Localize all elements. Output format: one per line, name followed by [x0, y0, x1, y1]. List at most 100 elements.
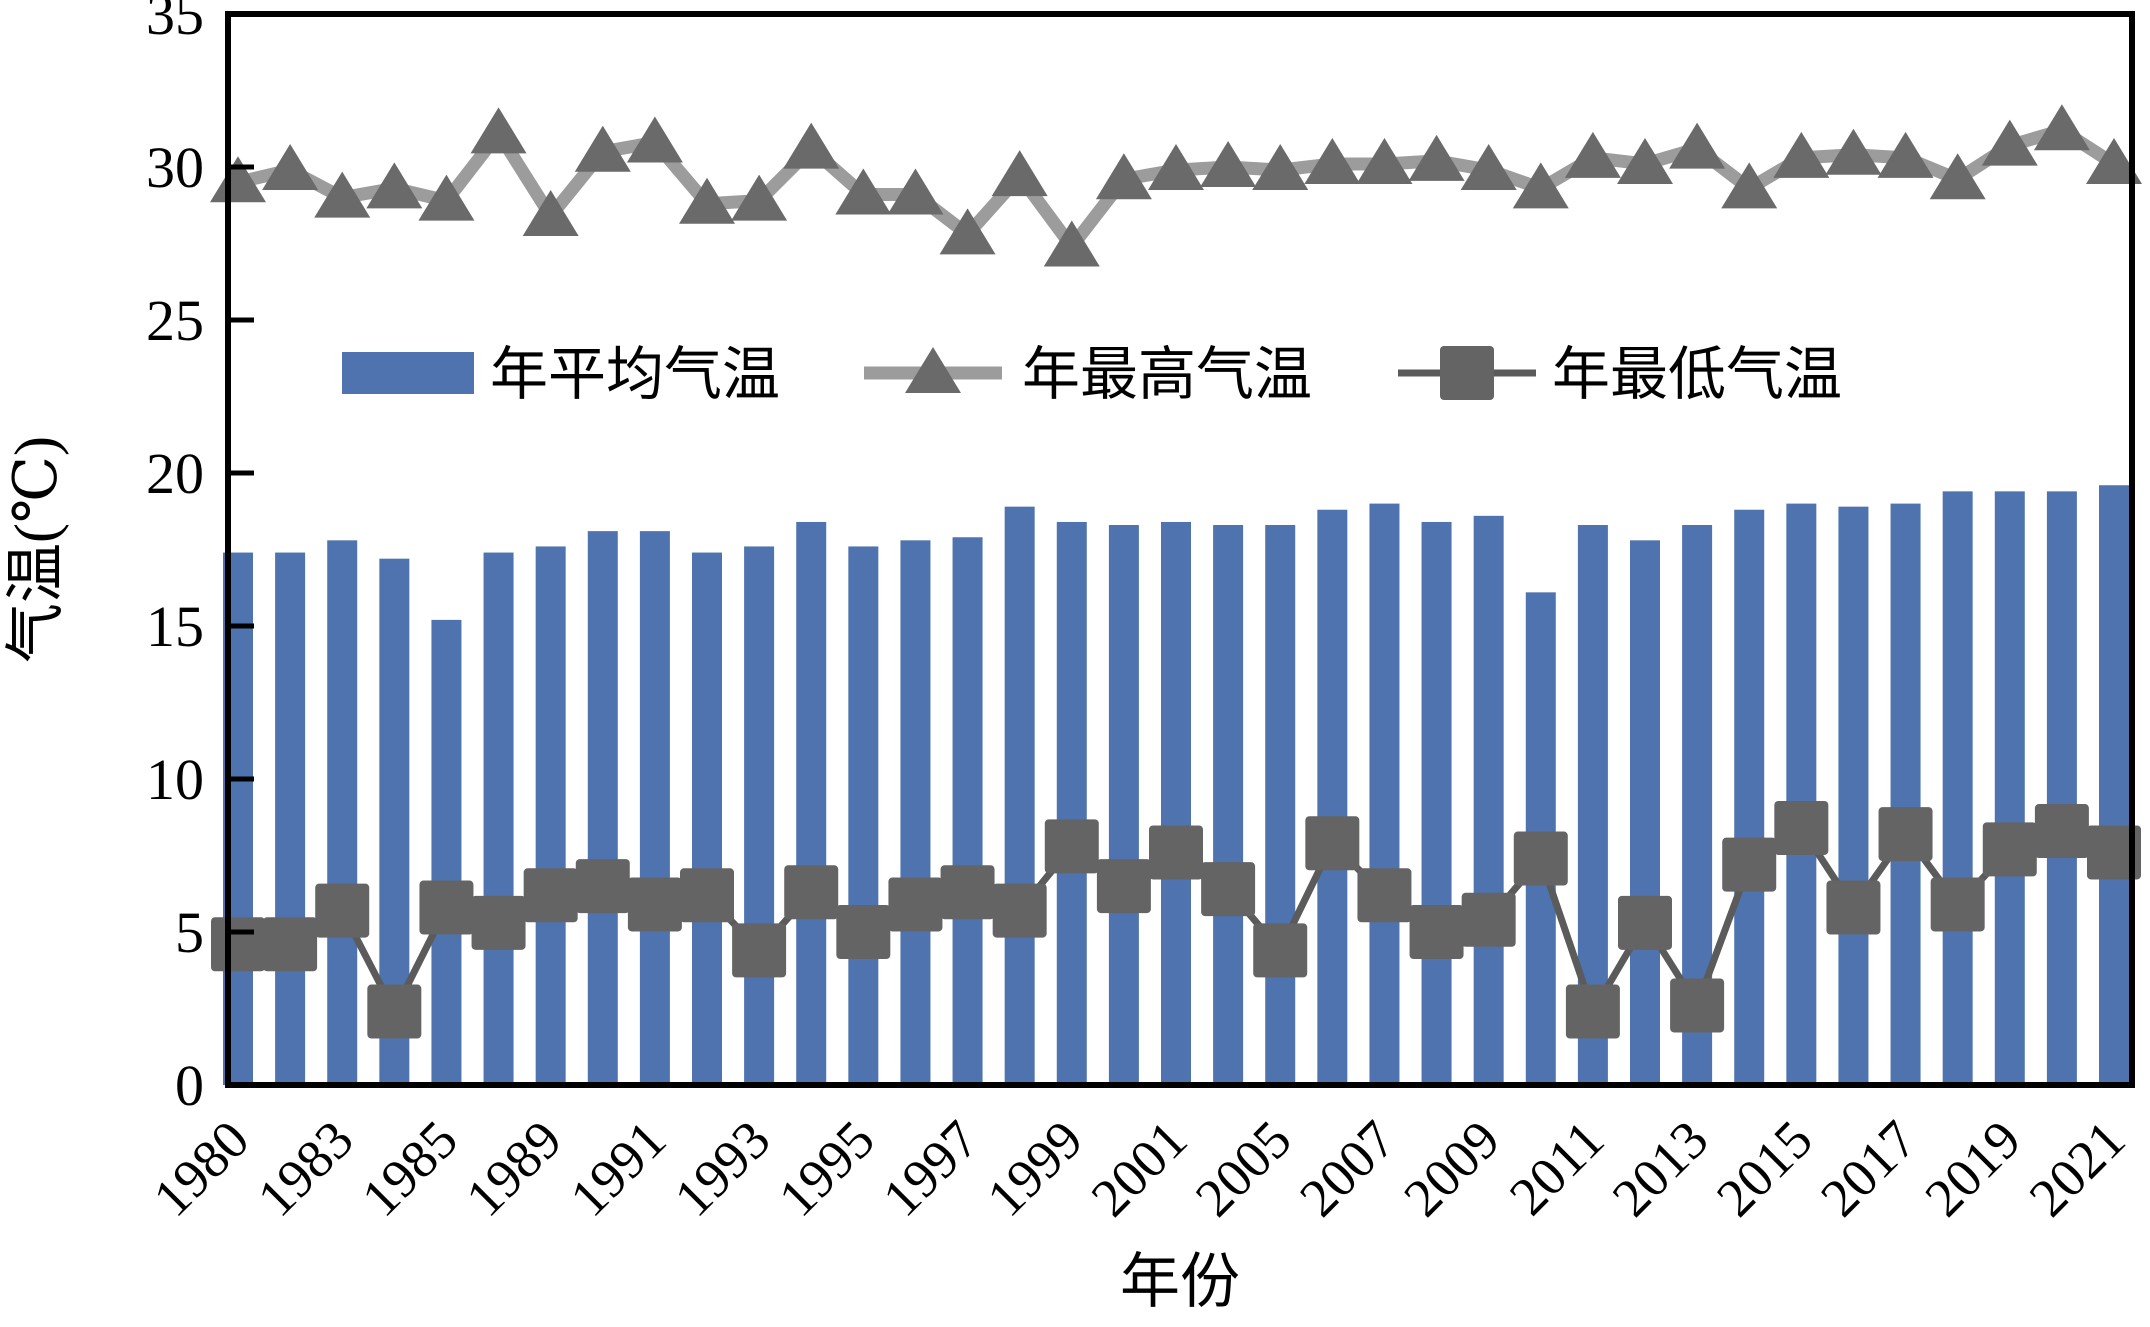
y-tick-label-25: 25 [146, 288, 204, 353]
max-marker-1994 [783, 122, 840, 169]
min-marker-2015 [1774, 800, 1829, 855]
bar-2005 [1265, 525, 1296, 1085]
min-marker-1993 [732, 923, 787, 978]
bar-2017 [1890, 503, 1921, 1086]
bar-1996 [900, 540, 931, 1085]
min-marker-1998 [992, 883, 1047, 938]
bar-2000 [1108, 525, 1139, 1085]
legend-label-average: 年平均气温 [490, 342, 780, 407]
min-marker-1997 [940, 865, 995, 920]
min-marker-1996 [888, 877, 943, 932]
max-marker-2019 [1981, 119, 2038, 166]
max-marker-2018 [1929, 153, 1986, 200]
min-marker-2012 [1618, 895, 1672, 950]
bar-2003 [1213, 525, 1244, 1085]
min-marker-2017 [1878, 807, 1933, 862]
y-tick-label-15: 15 [146, 594, 204, 659]
bar-1999 [1056, 521, 1087, 1085]
y-tick-label-20: 20 [146, 441, 204, 506]
legend: 年平均气温 年最高气温 年最低气温 [342, 342, 1842, 407]
max-marker-1983 [314, 171, 371, 218]
max-marker-1998 [991, 150, 1048, 197]
bar-2006 [1317, 509, 1348, 1086]
min-marker-2010 [1513, 831, 1568, 886]
min-marker-2009 [1461, 892, 1516, 947]
bar-1981 [275, 552, 306, 1085]
max-marker-1999 [1043, 220, 1100, 267]
bar-2018 [1942, 491, 1973, 1085]
min-marker-2001 [1149, 825, 1203, 880]
plot-frame [225, 11, 2135, 1088]
min-marker-2007 [1357, 868, 1412, 923]
bar-2020 [2046, 491, 2077, 1085]
max-marker-2012 [1617, 137, 1673, 184]
bar-1997 [952, 537, 983, 1085]
max-marker-2006 [1304, 137, 1361, 184]
legend-item-max: 年最高气温 [864, 342, 1312, 407]
bar-1983 [327, 540, 358, 1085]
max-marker-1996 [887, 168, 944, 215]
min-marker-1990 [575, 859, 630, 914]
max-marker-2010 [1512, 162, 1569, 209]
max-marker-2014 [1721, 162, 1778, 209]
min-marker-2006 [1305, 816, 1360, 871]
bar-1990 [587, 531, 618, 1085]
bar-1994 [796, 521, 827, 1085]
bar-1991 [639, 531, 670, 1085]
min-marker-1983 [315, 883, 370, 938]
max-marker-2021 [2086, 137, 2142, 184]
min-marker-1999 [1044, 819, 1099, 874]
bar-2012 [1630, 540, 1660, 1085]
bar-1989 [535, 546, 566, 1085]
max-marker-2009 [1460, 144, 1517, 191]
min-marker-2014 [1722, 837, 1777, 892]
bar-2014 [1734, 509, 1765, 1086]
max-marker-1989 [522, 189, 579, 236]
bar-1992 [692, 552, 722, 1085]
min-marker-2011 [1565, 984, 1620, 1039]
legend-item-min: 年最低气温 [1398, 342, 1842, 407]
y-tick-label-5: 5 [175, 900, 204, 965]
y-axis-title: 气温(℃) [3, 436, 69, 663]
legend-bar-swatch-icon [342, 352, 474, 394]
max-marker-1985 [418, 174, 475, 221]
max-marker-2011 [1564, 131, 1621, 178]
min-marker-1986 [471, 895, 526, 950]
max-marker-2013 [1669, 122, 1726, 169]
max-marker-1995 [835, 168, 892, 215]
min-marker-1981 [263, 917, 318, 972]
max-marker-1990 [574, 125, 631, 172]
max-marker-2007 [1356, 137, 1413, 184]
max-marker-2001 [1148, 144, 1204, 191]
min-marker-1995 [836, 905, 891, 959]
bar-2007 [1369, 503, 1400, 1086]
legend-square-icon [1440, 346, 1494, 400]
min-marker-2003 [1201, 862, 1256, 917]
bar-1995 [848, 546, 879, 1085]
max-marker-2015 [1773, 131, 1830, 178]
bar-series [223, 485, 2129, 1086]
legend-label-max: 年最高气温 [1022, 342, 1312, 407]
max-marker-1986 [470, 107, 527, 154]
bar-2021 [2099, 485, 2129, 1085]
max-temp-markers [210, 104, 2142, 267]
max-marker-1997 [939, 208, 996, 255]
x-axis-title: 年份 [1120, 1249, 1240, 1315]
min-marker-1991 [627, 877, 682, 932]
bar-1993 [744, 546, 775, 1085]
legend-triangle-icon [905, 347, 961, 393]
y-tick-label-30: 30 [146, 135, 204, 200]
max-marker-2016 [1825, 128, 1882, 175]
bar-2009 [1473, 515, 1504, 1085]
legend-label-min: 年最低气温 [1552, 342, 1842, 407]
max-marker-2005 [1252, 144, 1309, 191]
bar-2016 [1838, 506, 1869, 1085]
min-marker-1980 [211, 917, 265, 972]
y-axis: 0 5 10 15 20 25 30 35 [146, 0, 254, 1118]
max-marker-1980 [210, 156, 266, 203]
max-marker-2020 [2033, 104, 2090, 151]
bar-2001 [1161, 521, 1191, 1085]
min-marker-1992 [680, 868, 734, 923]
min-marker-1984 [367, 984, 422, 1039]
